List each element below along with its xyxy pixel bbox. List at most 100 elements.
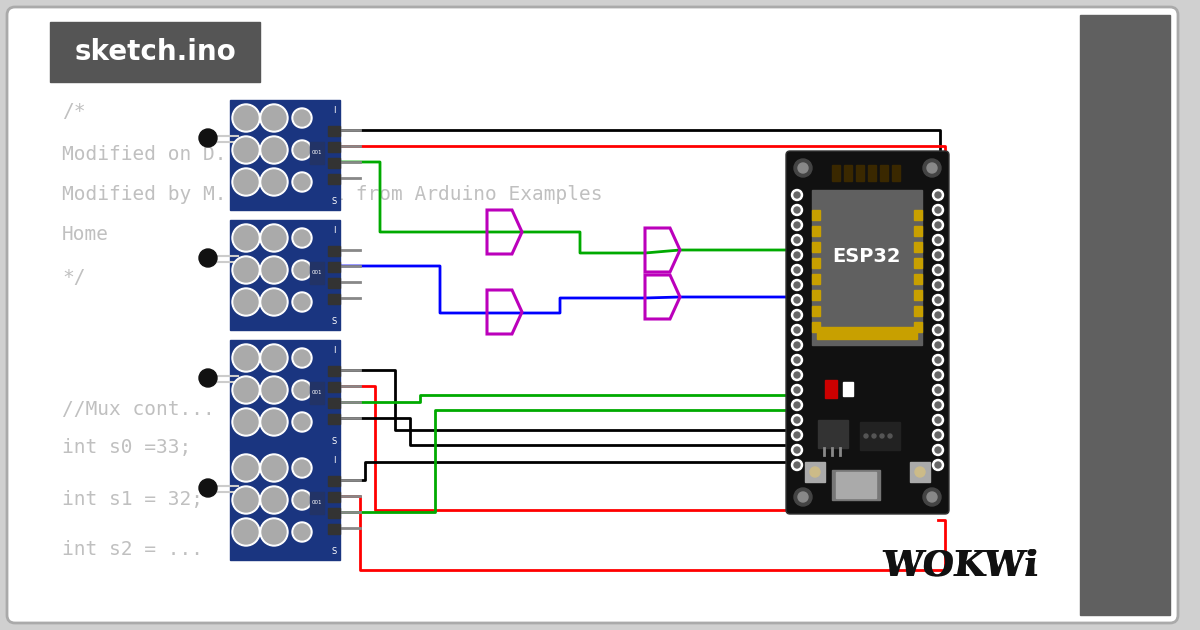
Text: S: S [331,197,337,206]
Circle shape [232,288,260,316]
Bar [828,163,906,183]
Circle shape [794,297,800,303]
Bar [844,165,852,181]
Circle shape [932,370,943,381]
Circle shape [260,486,288,514]
Circle shape [292,292,312,312]
Text: Modified by M...  Maleki from Arduino Examples: Modified by M... Maleki from Arduino Exa… [62,185,602,204]
Circle shape [232,256,260,284]
Circle shape [932,324,943,336]
Bar [836,472,876,498]
Circle shape [294,174,310,190]
Circle shape [292,228,312,248]
Circle shape [294,524,310,540]
Circle shape [935,357,941,363]
Circle shape [935,282,941,288]
Circle shape [232,104,260,132]
Circle shape [792,340,803,350]
Circle shape [260,288,288,316]
Circle shape [792,205,803,215]
Bar [910,462,930,482]
Circle shape [932,445,943,455]
Bar [856,165,864,181]
Circle shape [260,136,288,164]
Circle shape [260,454,288,482]
Circle shape [932,459,943,471]
Circle shape [935,432,941,438]
Circle shape [935,417,941,423]
Circle shape [935,222,941,228]
Bar [50,22,260,82]
Bar [892,165,900,181]
Circle shape [794,252,800,258]
Text: int s0 =33;: int s0 =33; [62,438,191,457]
Circle shape [794,192,800,198]
Circle shape [234,378,258,402]
Circle shape [234,410,258,434]
Circle shape [260,376,288,404]
Text: ESP32: ESP32 [833,248,901,266]
Bar [914,226,922,236]
Circle shape [232,518,260,546]
Bar [914,242,922,252]
Bar [310,382,324,404]
Circle shape [932,219,943,231]
Bar [310,142,324,164]
Text: S: S [331,547,337,556]
Bar [880,165,888,181]
Circle shape [199,249,217,267]
Text: WOKWi: WOKWi [882,548,1038,582]
Circle shape [935,402,941,408]
Circle shape [292,522,312,542]
Circle shape [262,410,286,434]
Circle shape [932,249,943,260]
Circle shape [798,163,808,173]
Bar [310,262,324,284]
Circle shape [262,520,286,544]
Circle shape [935,207,941,213]
Bar [328,246,340,256]
Circle shape [234,258,258,282]
Circle shape [199,369,217,387]
Circle shape [792,294,803,306]
Circle shape [935,462,941,468]
Circle shape [932,205,943,215]
Circle shape [234,520,258,544]
Text: WOKWi: WOKWi [882,548,1038,582]
Circle shape [794,387,800,393]
Circle shape [232,454,260,482]
Bar [328,492,340,502]
Text: I: I [332,456,335,465]
Circle shape [232,486,260,514]
Circle shape [260,518,288,546]
Circle shape [794,207,800,213]
Circle shape [798,492,808,502]
Circle shape [794,222,800,228]
Circle shape [262,170,286,194]
FancyBboxPatch shape [7,7,1178,623]
Bar [230,100,340,210]
Circle shape [872,434,876,438]
Circle shape [792,309,803,321]
Bar [328,366,340,376]
Bar [842,382,853,396]
Circle shape [234,138,258,162]
Circle shape [260,224,288,252]
Circle shape [794,312,800,318]
Circle shape [294,382,310,398]
Text: I: I [332,106,335,115]
Bar [328,262,340,272]
Circle shape [234,456,258,480]
Bar [914,322,922,332]
Circle shape [232,344,260,372]
Circle shape [932,265,943,275]
Bar [328,524,340,534]
Circle shape [935,312,941,318]
Circle shape [935,297,941,303]
Circle shape [292,458,312,478]
Circle shape [928,163,937,173]
Bar [826,380,838,398]
Circle shape [294,492,310,508]
Circle shape [260,408,288,436]
Bar [812,258,820,268]
